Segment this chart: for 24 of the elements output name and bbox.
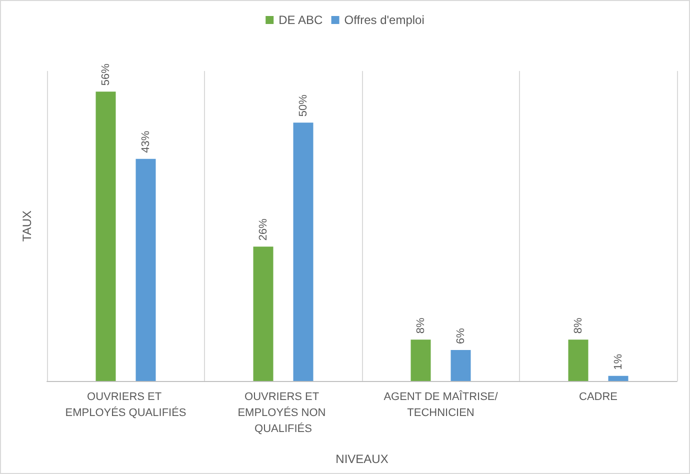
x-tick-label: AGENT DE MAÎTRISE/TECHNICIEN — [384, 390, 499, 419]
bar — [410, 340, 431, 381]
x-axis-title: NIVEAUX — [336, 452, 388, 466]
x-tick-label: CADRE — [578, 391, 618, 403]
bar — [608, 376, 628, 381]
y-axis-title: TAUX — [20, 210, 34, 242]
data-label: 43% — [140, 130, 152, 153]
bar — [136, 158, 156, 381]
data-label: 26% — [257, 218, 270, 241]
data-label: 8% — [572, 318, 584, 334]
x-tick-label: OUVRIERS ET EMPLOYÉS NON QUALIFIÉS — [238, 391, 329, 435]
x-tick-label: OUVRIERS ET EMPLOYÉS QUALIFIÉS — [65, 391, 186, 419]
data-label: 50% — [297, 94, 310, 117]
data-label: 1% — [612, 354, 624, 370]
legend-label: DE ABC — [278, 13, 323, 27]
bar — [450, 350, 471, 381]
bar — [253, 246, 274, 381]
bar — [96, 92, 116, 381]
data-label: 56% — [100, 63, 112, 86]
data-label: 8% — [414, 318, 427, 334]
data-label: 6% — [454, 328, 467, 344]
bar — [568, 340, 588, 381]
bar — [293, 122, 314, 381]
legend-label: Offres d'emploi — [344, 13, 424, 27]
